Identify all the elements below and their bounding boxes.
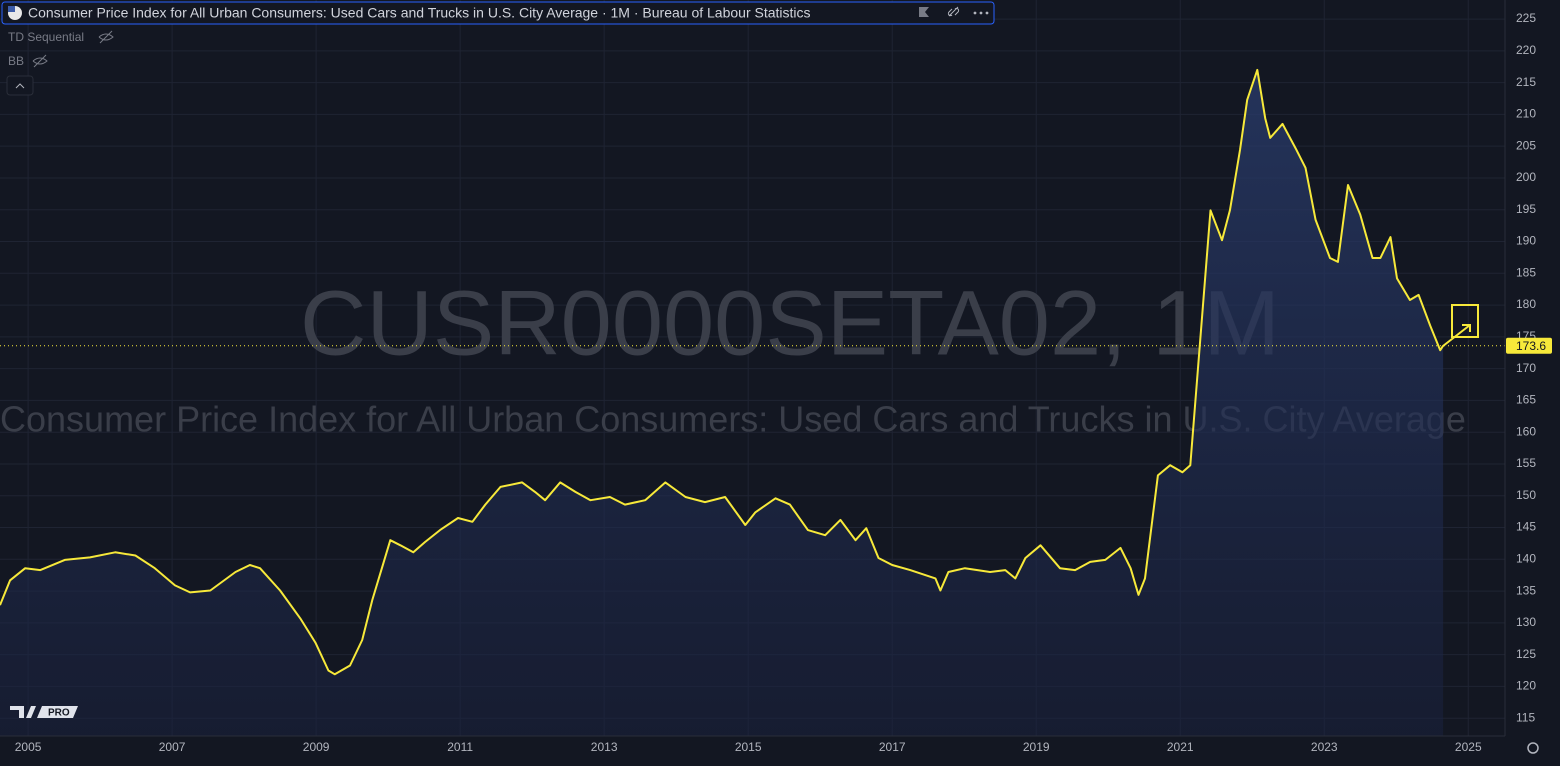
logo-text: PRO bbox=[48, 708, 70, 719]
x-tick-label: 2023 bbox=[1311, 740, 1338, 754]
drawing-box[interactable] bbox=[1451, 304, 1479, 338]
y-tick-label: 180 bbox=[1516, 297, 1536, 311]
y-tick-label: 145 bbox=[1516, 520, 1536, 534]
x-tick-label: 2011 bbox=[447, 740, 473, 754]
x-tick-label: 2007 bbox=[159, 740, 186, 754]
y-tick-label: 170 bbox=[1516, 361, 1536, 375]
y-tick-label: 160 bbox=[1516, 424, 1536, 438]
y-tick-label: 125 bbox=[1516, 647, 1536, 661]
watermark: CUSR0000SETA02, 1M bbox=[300, 272, 1280, 374]
last-price-label: 173.6 bbox=[1516, 339, 1546, 353]
x-tick-label: 2019 bbox=[1023, 740, 1050, 754]
last-price-box bbox=[1506, 337, 1552, 354]
y-tick-label: 220 bbox=[1516, 43, 1536, 57]
y-tick-label: 115 bbox=[1516, 710, 1535, 724]
y-tick-label: 200 bbox=[1516, 170, 1536, 184]
drawing-arrow[interactable] bbox=[1442, 324, 1471, 347]
hidden-icon[interactable] bbox=[32, 54, 48, 68]
indicator-label[interactable]: TD Sequential bbox=[8, 30, 84, 44]
line bbox=[0, 68, 1444, 676]
y-tick-label: 150 bbox=[1516, 488, 1536, 502]
y-tick-label: 140 bbox=[1516, 551, 1536, 565]
y-tick-label: 205 bbox=[1516, 138, 1536, 152]
axes: 1151201251301351401451501551601651701751… bbox=[15, 11, 1552, 754]
indicator-label[interactable]: BB bbox=[8, 54, 24, 68]
hidden-icon[interactable] bbox=[98, 30, 114, 44]
legend-box[interactable] bbox=[1, 1, 995, 25]
more-button[interactable] bbox=[973, 11, 989, 15]
settings-icon[interactable] bbox=[1527, 742, 1539, 754]
x-tick-label: 2013 bbox=[591, 740, 618, 754]
y-tick-label: 120 bbox=[1516, 679, 1536, 693]
logo-badge bbox=[37, 706, 78, 718]
y-tick-label: 185 bbox=[1516, 265, 1536, 279]
collapse-icon bbox=[15, 83, 25, 89]
y-tick-label: 215 bbox=[1516, 75, 1536, 89]
x-tick-label: 2025 bbox=[1455, 740, 1482, 754]
x-tick-label: 2017 bbox=[879, 740, 906, 754]
logo-mark bbox=[10, 706, 36, 718]
x-tick-label: 2021 bbox=[1167, 740, 1194, 754]
y-tick-label: 225 bbox=[1516, 11, 1536, 25]
area-fill bbox=[0, 69, 1444, 736]
x-tick-label: 2009 bbox=[303, 740, 330, 754]
x-tick-label: 2005 bbox=[15, 740, 42, 754]
collapse-button[interactable] bbox=[6, 75, 34, 96]
flag-canton bbox=[8, 6, 15, 12]
y-tick-label: 210 bbox=[1516, 107, 1536, 121]
x-tick-label: 2015 bbox=[735, 740, 762, 754]
link-button[interactable] bbox=[947, 6, 960, 17]
y-tick-label: 155 bbox=[1516, 456, 1536, 470]
y-tick-label: 190 bbox=[1516, 234, 1536, 248]
flag-button[interactable] bbox=[919, 7, 929, 17]
plot bbox=[0, 68, 1505, 736]
y-tick-label: 195 bbox=[1516, 202, 1536, 216]
y-tick-label: 130 bbox=[1516, 615, 1536, 629]
y-tick-label: 135 bbox=[1516, 583, 1536, 597]
series-title[interactable]: Consumer Price Index for All Urban Consu… bbox=[28, 5, 811, 21]
y-tick-label: 165 bbox=[1516, 393, 1536, 407]
